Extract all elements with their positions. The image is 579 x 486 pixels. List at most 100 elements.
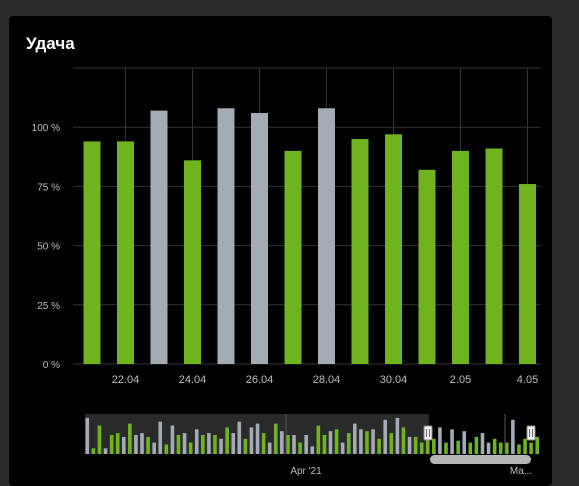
navigator-bar <box>182 433 187 454</box>
navigator-bar <box>450 429 454 454</box>
bar-28.04[interactable] <box>318 108 335 364</box>
navigator-bar <box>340 442 345 454</box>
navigator-bar <box>498 442 503 454</box>
bar-27.04[interactable] <box>284 150 302 364</box>
navigator-bar <box>158 421 163 454</box>
navigator-bar <box>322 435 327 454</box>
y-tick-label: 100 % <box>32 123 60 134</box>
y-tick-label: 0 % <box>43 360 60 371</box>
navigator-bar <box>140 433 144 454</box>
y-tick-label: 25 % <box>37 301 60 312</box>
navigator-label: Ma... <box>510 466 532 477</box>
navigator-bar <box>231 433 235 454</box>
navigator-bar <box>353 423 357 454</box>
bar-23.04[interactable] <box>150 110 168 365</box>
navigator-bar <box>237 421 242 454</box>
navigator-bar <box>121 436 126 454</box>
navigator-bar <box>91 448 96 454</box>
bar-series <box>83 108 536 365</box>
bar-26.04[interactable] <box>251 112 268 364</box>
navigator-right-handle[interactable] <box>526 425 536 441</box>
navigator-bar <box>243 438 248 454</box>
navigator-bar <box>480 433 485 454</box>
navigator-bar <box>505 442 509 454</box>
navigator-bar <box>176 435 181 454</box>
navigator-bar <box>535 436 539 454</box>
navigator-bar <box>395 417 400 454</box>
navigator-bar <box>365 431 369 454</box>
x-tick-label: 4.05 <box>517 374 538 386</box>
bar-2.05[interactable] <box>452 150 469 364</box>
navigator-bar <box>310 446 315 454</box>
navigator-bar <box>261 433 266 454</box>
y-tick-label: 50 % <box>37 242 60 253</box>
navigator-bar <box>164 444 169 454</box>
bar-25.04[interactable] <box>217 108 235 364</box>
navigator-bar <box>462 431 467 454</box>
navigator-left-handle[interactable] <box>423 425 433 441</box>
navigator-bar <box>334 429 339 454</box>
y-axis-ticks: 0 % 25 % 50 % 75 % 100 % <box>32 123 60 371</box>
x-tick-label: 28.04 <box>313 374 341 386</box>
navigator-bar <box>298 442 302 454</box>
navigator-bar <box>401 427 406 454</box>
bar-30.04[interactable] <box>385 134 402 364</box>
navigator-bar <box>225 427 229 454</box>
navigator-bar <box>425 435 430 454</box>
navigator-bar <box>255 423 260 454</box>
bar-3.05[interactable] <box>485 148 503 364</box>
bar-29.04[interactable] <box>351 139 369 364</box>
navigator-bar <box>438 427 442 454</box>
navigator-bar <box>523 438 527 454</box>
bar-24.04[interactable] <box>184 160 201 364</box>
navigator-bar <box>109 435 114 454</box>
navigator-bar <box>468 442 473 454</box>
navigator-bar <box>207 433 211 454</box>
navigator-bar <box>213 435 217 454</box>
navigator-bar <box>529 442 533 454</box>
navigator-bar <box>194 429 199 454</box>
navigator-bar <box>511 419 515 454</box>
navigator-bar <box>371 429 375 454</box>
navigator-bar <box>292 435 296 454</box>
bar-22.04[interactable] <box>117 141 134 364</box>
grid-lines <box>73 67 541 365</box>
y-tick-label: 75 % <box>37 182 60 193</box>
navigator-bar <box>249 427 254 454</box>
bar-4.05[interactable] <box>519 184 536 364</box>
navigator-bar <box>377 438 381 454</box>
navigator-label: Apr '21 <box>290 466 322 477</box>
navigator-bar <box>328 431 333 454</box>
navigator-bar <box>280 431 284 454</box>
navigator-bar <box>286 435 290 454</box>
navigator-bar <box>304 435 308 454</box>
x-tick-label: 26.04 <box>246 374 274 386</box>
chart-title: Удача <box>26 34 75 53</box>
navigator-bar <box>432 438 436 454</box>
navigator-bar <box>219 438 223 454</box>
navigator[interactable]: Apr '21 Ma... <box>85 414 539 477</box>
bar-1.05[interactable] <box>418 169 436 364</box>
navigator-bar <box>316 425 321 454</box>
navigator-bar <box>103 448 108 454</box>
x-tick-label: 24.04 <box>179 374 207 386</box>
navigator-bar <box>152 442 156 454</box>
navigator-bar <box>146 436 150 454</box>
navigator-bar <box>134 435 138 454</box>
bar-21.04[interactable] <box>83 141 101 364</box>
navigator-bar <box>456 440 460 454</box>
navigator-bar <box>128 423 132 454</box>
navigator-bar <box>383 419 387 454</box>
navigator-bar <box>444 442 448 454</box>
navigator-bar <box>188 442 193 454</box>
x-tick-label: 22.04 <box>112 374 140 386</box>
navigator-bar <box>492 438 497 454</box>
navigator-bar <box>389 433 394 454</box>
navigator-bar <box>115 433 120 454</box>
navigator-bar <box>273 423 278 454</box>
navigator-scrollbar-thumb[interactable] <box>430 455 531 464</box>
x-tick-label: 30.04 <box>380 374 408 386</box>
navigator-bar <box>407 436 412 454</box>
navigator-bar <box>474 436 479 454</box>
